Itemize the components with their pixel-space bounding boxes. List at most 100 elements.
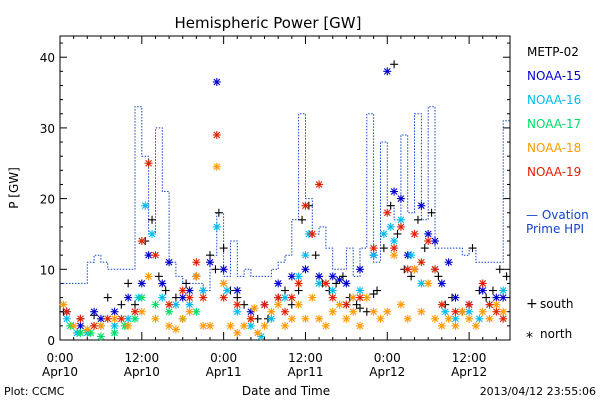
data-point xyxy=(356,321,364,330)
marker-stroke xyxy=(288,294,296,301)
x-tick-time: 12:00 xyxy=(125,351,160,365)
data-point xyxy=(274,293,283,302)
marker-stroke xyxy=(233,329,241,337)
data-point xyxy=(124,321,133,330)
data-point xyxy=(482,293,491,302)
y-tick-label: 40 xyxy=(40,51,55,65)
marker-stroke xyxy=(172,326,180,333)
data-point xyxy=(171,325,180,334)
marker-stroke xyxy=(499,287,507,294)
marker-stroke xyxy=(492,308,500,316)
data-point xyxy=(219,279,228,288)
marker-stroke xyxy=(199,322,207,330)
data-point xyxy=(451,321,460,330)
data-point xyxy=(335,275,344,284)
marker-stroke xyxy=(499,315,507,323)
marker-stroke xyxy=(111,315,118,323)
data-point xyxy=(379,229,388,238)
data-point xyxy=(403,265,412,274)
marker-stroke xyxy=(308,294,316,301)
legend-marker-symbol: + xyxy=(526,296,538,312)
marker-stroke xyxy=(213,163,221,171)
marker-stroke xyxy=(383,67,391,75)
marker-stroke xyxy=(417,308,425,316)
marker-stroke xyxy=(145,159,153,167)
data-point xyxy=(383,67,392,76)
marker-stroke xyxy=(315,272,323,280)
data-point xyxy=(171,293,180,302)
marker-stroke xyxy=(186,301,193,309)
data-point xyxy=(144,251,153,260)
data-point xyxy=(298,215,307,224)
legend-entry: NOAA-18 xyxy=(527,141,581,155)
data-point xyxy=(117,314,126,323)
data-point xyxy=(158,293,167,302)
data-point xyxy=(294,286,303,295)
marker-stroke xyxy=(60,301,67,309)
data-point xyxy=(199,286,208,295)
marker-stroke xyxy=(213,131,221,139)
data-point xyxy=(281,321,289,330)
marker-stroke xyxy=(390,188,398,195)
marker-stroke xyxy=(192,272,200,280)
legend-marker-label: south xyxy=(540,297,574,311)
marker-stroke xyxy=(104,315,112,323)
marker-stroke xyxy=(165,322,173,330)
marker-stroke xyxy=(315,315,323,323)
data-point xyxy=(110,321,119,330)
marker-stroke xyxy=(111,329,118,337)
data-point xyxy=(431,314,439,323)
marker-stroke xyxy=(220,265,228,273)
marker-stroke xyxy=(63,308,71,316)
marker-stroke xyxy=(124,294,132,301)
data-point xyxy=(62,314,71,323)
data-point xyxy=(103,293,112,302)
marker-stroke xyxy=(145,272,153,280)
data-point xyxy=(499,314,508,323)
marker-stroke xyxy=(145,251,153,259)
marker-stroke xyxy=(152,315,159,323)
data-point xyxy=(233,307,242,316)
data-point xyxy=(178,286,187,295)
data-point xyxy=(211,265,220,274)
data-point xyxy=(386,201,395,210)
data-point xyxy=(431,265,439,274)
data-point xyxy=(349,307,358,316)
data-point xyxy=(233,328,242,337)
marker-stroke xyxy=(295,301,303,309)
marker-stroke xyxy=(492,294,500,301)
marker-stroke xyxy=(267,315,275,323)
marker-stroke xyxy=(199,287,207,294)
data-point xyxy=(267,307,276,316)
marker-stroke xyxy=(240,322,248,330)
marker-stroke xyxy=(411,265,418,273)
data-point xyxy=(396,215,405,224)
data-point xyxy=(424,237,433,246)
data-point xyxy=(451,314,460,323)
data-point xyxy=(420,244,429,253)
legend-entry: NOAA-19 xyxy=(527,165,581,179)
marker-stroke xyxy=(438,301,446,309)
data-point xyxy=(76,328,85,337)
data-point xyxy=(410,229,419,238)
marker-stroke xyxy=(138,294,146,301)
data-point xyxy=(151,314,160,323)
marker-stroke xyxy=(87,329,95,337)
data-point xyxy=(233,286,242,295)
x-axis: 0:00Apr1012:00Apr100:00Apr1112:00Apr110:… xyxy=(42,36,497,379)
legend-ovation: Prime HPI xyxy=(526,222,584,236)
marker-stroke xyxy=(441,308,449,316)
marker-stroke xyxy=(220,280,228,287)
marker-stroke xyxy=(261,301,268,309)
marker-stroke xyxy=(206,322,214,330)
data-point xyxy=(206,258,214,267)
marker-stroke xyxy=(322,280,330,287)
marker-stroke xyxy=(117,315,125,323)
data-point xyxy=(471,321,480,330)
data-point xyxy=(117,300,126,309)
marker-stroke xyxy=(192,258,200,266)
marker-stroke xyxy=(404,315,412,323)
marker-stroke xyxy=(131,308,139,316)
data-point xyxy=(294,300,303,309)
